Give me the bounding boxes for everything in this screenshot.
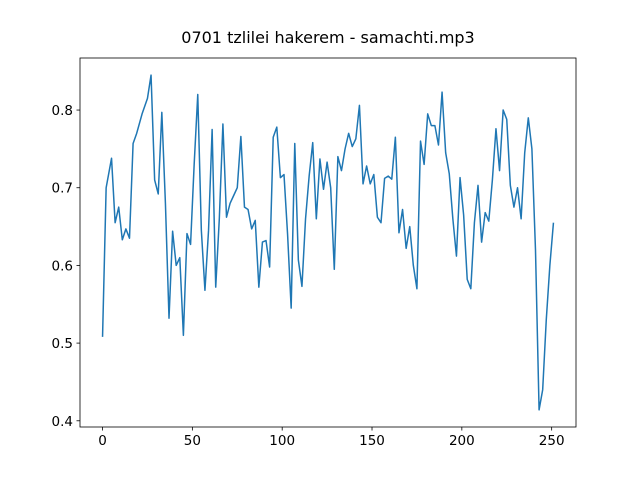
x-tick-label: 0 [98, 433, 107, 449]
plot-frame [79, 57, 577, 428]
y-tick-label: 0.4 [52, 414, 73, 430]
data-line [101, 74, 555, 411]
x-tick-label: 50 [184, 433, 201, 449]
chart-title: 0701 tzlilei hakerem - samachti.mp3 [181, 28, 474, 47]
plot-area [80, 58, 576, 427]
y-tick-label: 0.7 [52, 181, 73, 197]
y-tick-label: 0.8 [52, 103, 73, 119]
x-tick-label: 200 [449, 433, 475, 449]
x-tick-label: 150 [359, 433, 385, 449]
y-tick-label: 0.5 [52, 336, 73, 352]
x-tick-label: 100 [269, 433, 295, 449]
x-tick-label: 250 [539, 433, 565, 449]
y-tick-label: 0.6 [52, 258, 73, 274]
